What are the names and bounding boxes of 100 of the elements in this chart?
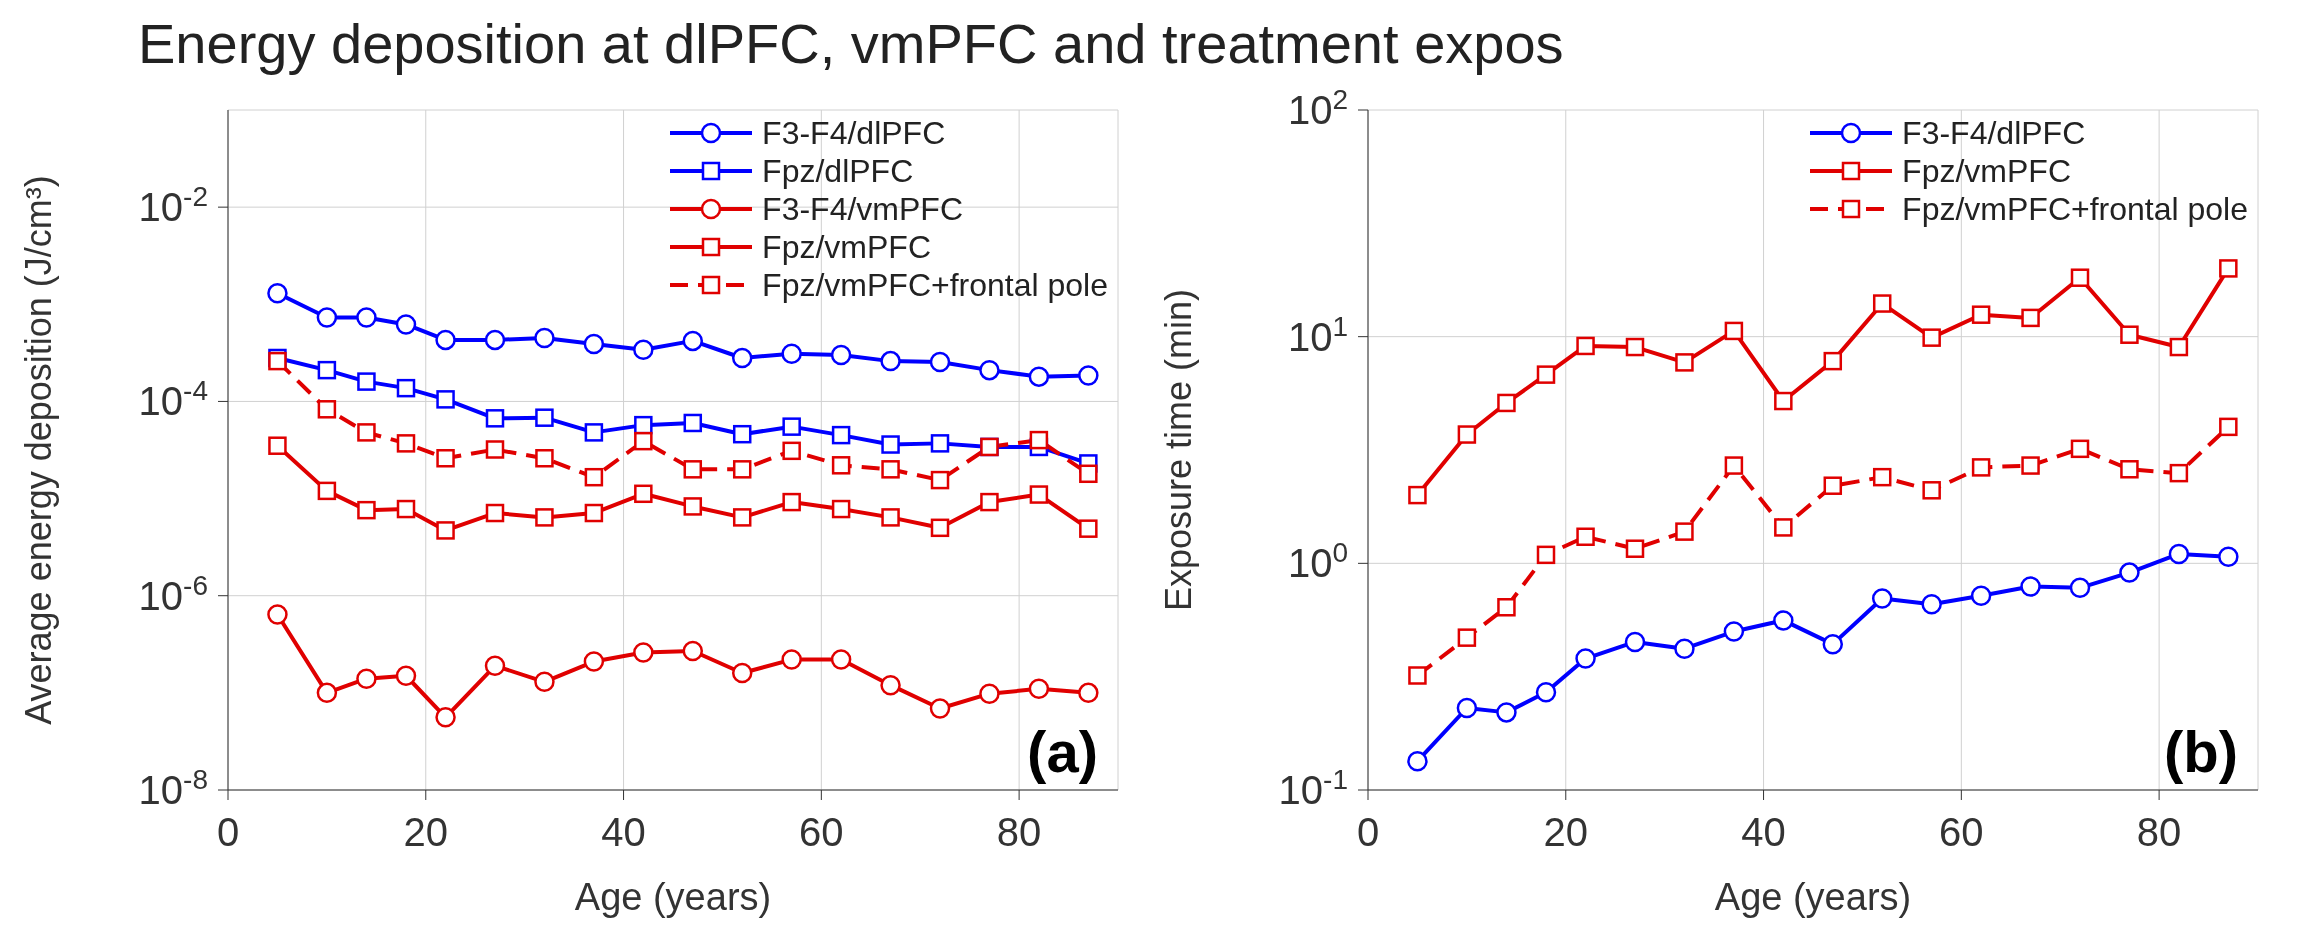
point — [732, 460, 752, 479]
point — [396, 434, 416, 453]
x-tick-label: 80 — [2136, 810, 2182, 854]
point — [980, 492, 999, 512]
y-tick-label: 10$^{-2}$ — [138, 180, 208, 230]
point — [316, 307, 338, 328]
point — [2168, 543, 2190, 565]
y-tick-label: 10$^{2}$ — [1287, 83, 1348, 132]
point — [1079, 519, 1098, 538]
point — [683, 413, 703, 433]
point — [2069, 577, 2091, 599]
point — [634, 484, 653, 504]
point — [1724, 321, 1744, 341]
point — [1774, 391, 1793, 411]
point — [436, 521, 455, 540]
point — [484, 329, 506, 351]
y-axis-title: Average energy deposition (J/cm³) — [17, 175, 59, 725]
point — [1872, 467, 1892, 487]
point — [435, 707, 456, 728]
point — [1823, 476, 1843, 495]
point — [731, 662, 753, 684]
point — [1536, 545, 1556, 565]
point — [1078, 682, 1099, 704]
point — [2219, 417, 2238, 437]
x-tick-label: 20 — [1543, 810, 1589, 854]
point — [2119, 562, 2140, 583]
point — [1576, 336, 1595, 356]
x-tick-label: 40 — [601, 810, 646, 854]
point — [485, 409, 505, 428]
y-tick-label: 10$^{-8}$ — [138, 763, 208, 812]
point — [830, 649, 852, 670]
point — [929, 351, 951, 373]
legend-label: Fpz/vmPFC — [1902, 153, 2071, 189]
point — [356, 668, 377, 689]
point — [268, 436, 287, 455]
point — [1773, 610, 1794, 631]
y-tick-label: 10$^{-6}$ — [138, 569, 208, 618]
point — [1922, 481, 1941, 500]
point — [781, 343, 802, 364]
x-tick-label: 60 — [1939, 810, 1984, 854]
point — [781, 649, 802, 670]
point — [396, 378, 416, 398]
point — [2120, 325, 2139, 344]
point — [831, 499, 851, 519]
point — [1407, 750, 1428, 772]
point — [2169, 337, 2189, 357]
x-axis-title: Age (years) — [574, 876, 772, 918]
point — [979, 359, 1000, 381]
point — [683, 497, 703, 516]
point — [1970, 585, 1992, 606]
x-axis-title: Age (years) — [1714, 876, 1912, 918]
annotation: (a) — [1027, 718, 1098, 785]
point — [881, 435, 900, 454]
point — [634, 415, 653, 435]
point — [1028, 366, 1050, 387]
point — [1576, 527, 1595, 546]
point — [1079, 464, 1098, 484]
point — [584, 467, 604, 487]
point — [1497, 598, 1516, 617]
legend-label: Fpz/dlPFC — [762, 153, 914, 189]
point — [2120, 460, 2139, 479]
point — [732, 424, 752, 444]
point — [535, 408, 554, 427]
point — [396, 499, 416, 519]
point — [395, 314, 417, 335]
point — [930, 434, 950, 453]
legend-label: F3-F4/dlPFC — [762, 115, 946, 151]
point — [682, 330, 704, 352]
point — [683, 460, 703, 479]
point — [436, 449, 455, 468]
point — [1456, 697, 1478, 719]
point — [929, 698, 951, 719]
point — [2021, 308, 2040, 328]
y-axis-title: Exposure time (min) — [1157, 288, 1199, 612]
x-tick-label: 0 — [216, 810, 240, 854]
point — [1457, 628, 1477, 647]
annotation: (b) — [2163, 718, 2238, 785]
point — [1971, 305, 1991, 324]
point — [534, 671, 555, 693]
point — [2218, 546, 2239, 567]
point — [2169, 463, 2189, 483]
point — [1871, 588, 1893, 609]
point — [831, 425, 851, 445]
point — [2020, 576, 2041, 597]
legend-label: Fpz/vmPFC+frontal pole — [1902, 191, 2248, 227]
point — [316, 682, 338, 704]
point — [1822, 633, 1844, 655]
legend-label: Fpz/vmPFC+frontal pole — [762, 267, 1108, 303]
point — [535, 508, 554, 527]
point — [1536, 365, 1556, 384]
point — [395, 665, 417, 686]
point — [1921, 593, 1942, 615]
point — [2070, 268, 2090, 287]
point — [1408, 485, 1427, 505]
point — [584, 423, 604, 442]
point — [317, 481, 337, 501]
x-tick-label: 40 — [1741, 810, 1786, 854]
x-tick-label: 80 — [996, 810, 1042, 854]
point — [830, 344, 852, 366]
point — [584, 503, 604, 523]
